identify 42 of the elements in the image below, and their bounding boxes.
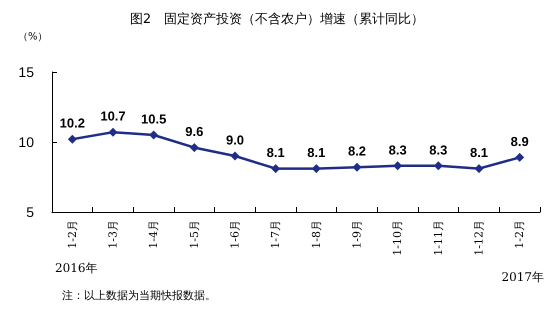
x-tick-label: 1-8月	[310, 220, 323, 249]
data-label: 8.1	[266, 145, 285, 160]
text: 2016年	[55, 261, 98, 275]
data-label: 8.1	[470, 145, 488, 160]
y-tick-label: 15	[18, 64, 34, 80]
point	[230, 152, 240, 160]
x-tick-label: 1-5月	[188, 220, 201, 249]
text: 注：以上数据为当期快报数据。	[62, 289, 216, 302]
point	[515, 152, 524, 162]
y-tick-label: 5	[26, 204, 34, 220]
chart-title: 图2 固定资产投资（不含农户）增速（累计同比）	[130, 12, 424, 27]
x-tick-label: 1-12月	[472, 220, 486, 256]
x-tick-label: 1-2月	[66, 220, 79, 249]
x-tick-label: 1-11月	[432, 220, 445, 256]
data-label: 9.6	[185, 124, 204, 140]
x-tick-label: 1-10月	[391, 220, 404, 256]
y-axis-title: （%）	[18, 32, 48, 42]
point	[271, 164, 280, 174]
point	[352, 162, 362, 172]
data-label: 8.9	[510, 134, 529, 149]
point	[312, 164, 321, 174]
x-tick-label: 1-9月	[350, 220, 364, 249]
text: 2017年	[501, 270, 544, 284]
data-label: 10.2	[60, 116, 85, 131]
x-tick-label: 1-3月	[106, 220, 120, 249]
y-tick-label: 10	[18, 134, 34, 150]
data-label: 9.0	[226, 132, 244, 148]
data-label: 8.3	[429, 142, 448, 158]
data-label: 8.1	[307, 145, 326, 160]
data-label: 8.3	[388, 142, 407, 158]
x-tick-label: 1-4月	[147, 220, 160, 249]
point	[190, 143, 199, 152]
data-label: 10.7	[100, 108, 126, 124]
x-tick-label: 1-6月	[228, 220, 242, 249]
point	[108, 128, 118, 137]
point	[474, 164, 484, 174]
x-tick-label: 1-7月	[269, 220, 282, 249]
data-label: 10.5	[141, 112, 166, 126]
point	[68, 134, 77, 144]
data-label: 8.2	[348, 144, 366, 159]
point	[149, 130, 158, 140]
x-tick-label: 1-2月	[513, 220, 526, 249]
